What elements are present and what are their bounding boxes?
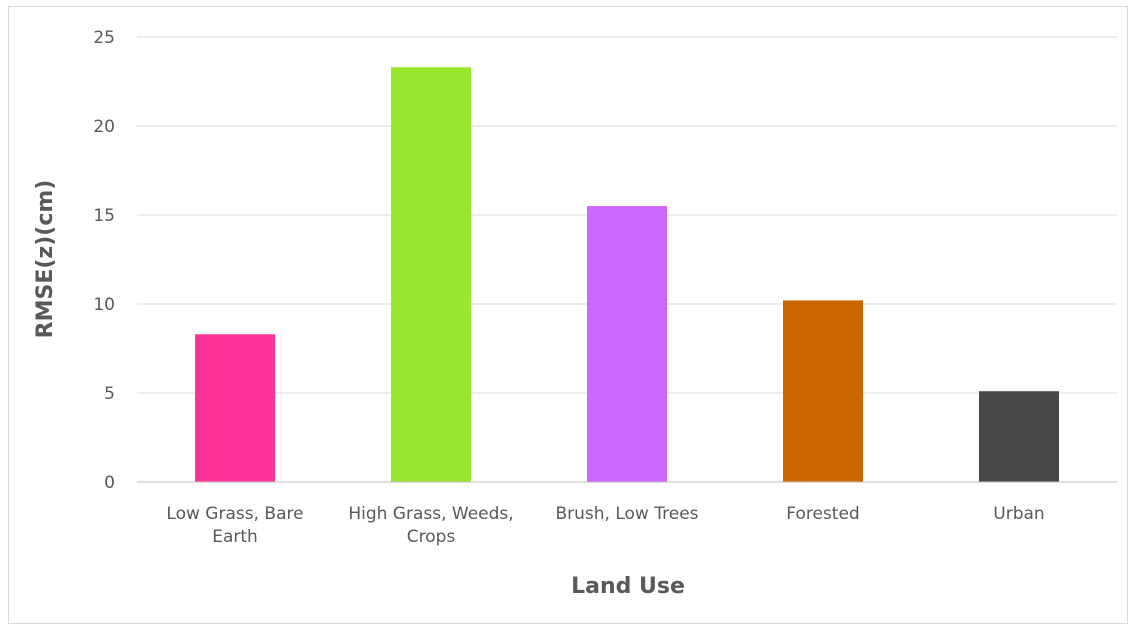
y-tick-label: 25 xyxy=(93,28,115,48)
bar xyxy=(979,391,1059,482)
x-tick-label: Low Grass, Bare Earth xyxy=(166,504,303,547)
x-tick-label-line: Urban xyxy=(993,504,1044,524)
x-axis-tick-labels: Low Grass, Bare Earth High Grass, Weeds, Cr… xyxy=(166,504,1044,547)
bar xyxy=(391,67,471,482)
x-tick-label: Brush, Low Trees xyxy=(555,504,698,524)
x-tick-label-line: Forested xyxy=(786,504,859,524)
x-tick-label-line: Brush, Low Trees xyxy=(555,504,698,524)
x-tick-label: Forested xyxy=(786,504,859,524)
y-axis-tick-labels: 0 5 10 15 20 25 xyxy=(93,28,115,493)
y-axis-title: RMSE(z)(cm) xyxy=(33,180,58,339)
x-tick-label-line: High Grass, Weeds, xyxy=(348,504,513,524)
x-tick-label: Urban xyxy=(993,504,1044,524)
bar xyxy=(783,300,863,482)
bar xyxy=(587,206,667,482)
x-tick-label: High Grass, Weeds, Crops xyxy=(348,504,513,547)
y-tick-label: 10 xyxy=(93,295,115,315)
y-tick-label: 0 xyxy=(104,473,115,493)
x-axis-title: Land Use xyxy=(571,574,685,599)
x-tick-label-line: Earth xyxy=(212,527,258,547)
bar xyxy=(195,334,275,482)
x-tick-label-line: Crops xyxy=(407,527,456,547)
chart-frame xyxy=(8,6,1128,624)
x-tick-label-line: Low Grass, Bare xyxy=(166,504,303,524)
y-tick-label: 15 xyxy=(93,206,115,226)
y-tick-label: 20 xyxy=(93,117,115,137)
bars xyxy=(195,67,1059,482)
y-tick-label: 5 xyxy=(104,384,115,404)
